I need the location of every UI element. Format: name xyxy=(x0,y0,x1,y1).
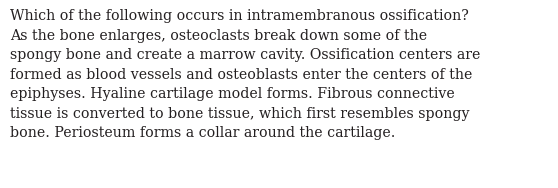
Text: Which of the following occurs in intramembranous ossification?
As the bone enlar: Which of the following occurs in intrame… xyxy=(10,9,480,140)
